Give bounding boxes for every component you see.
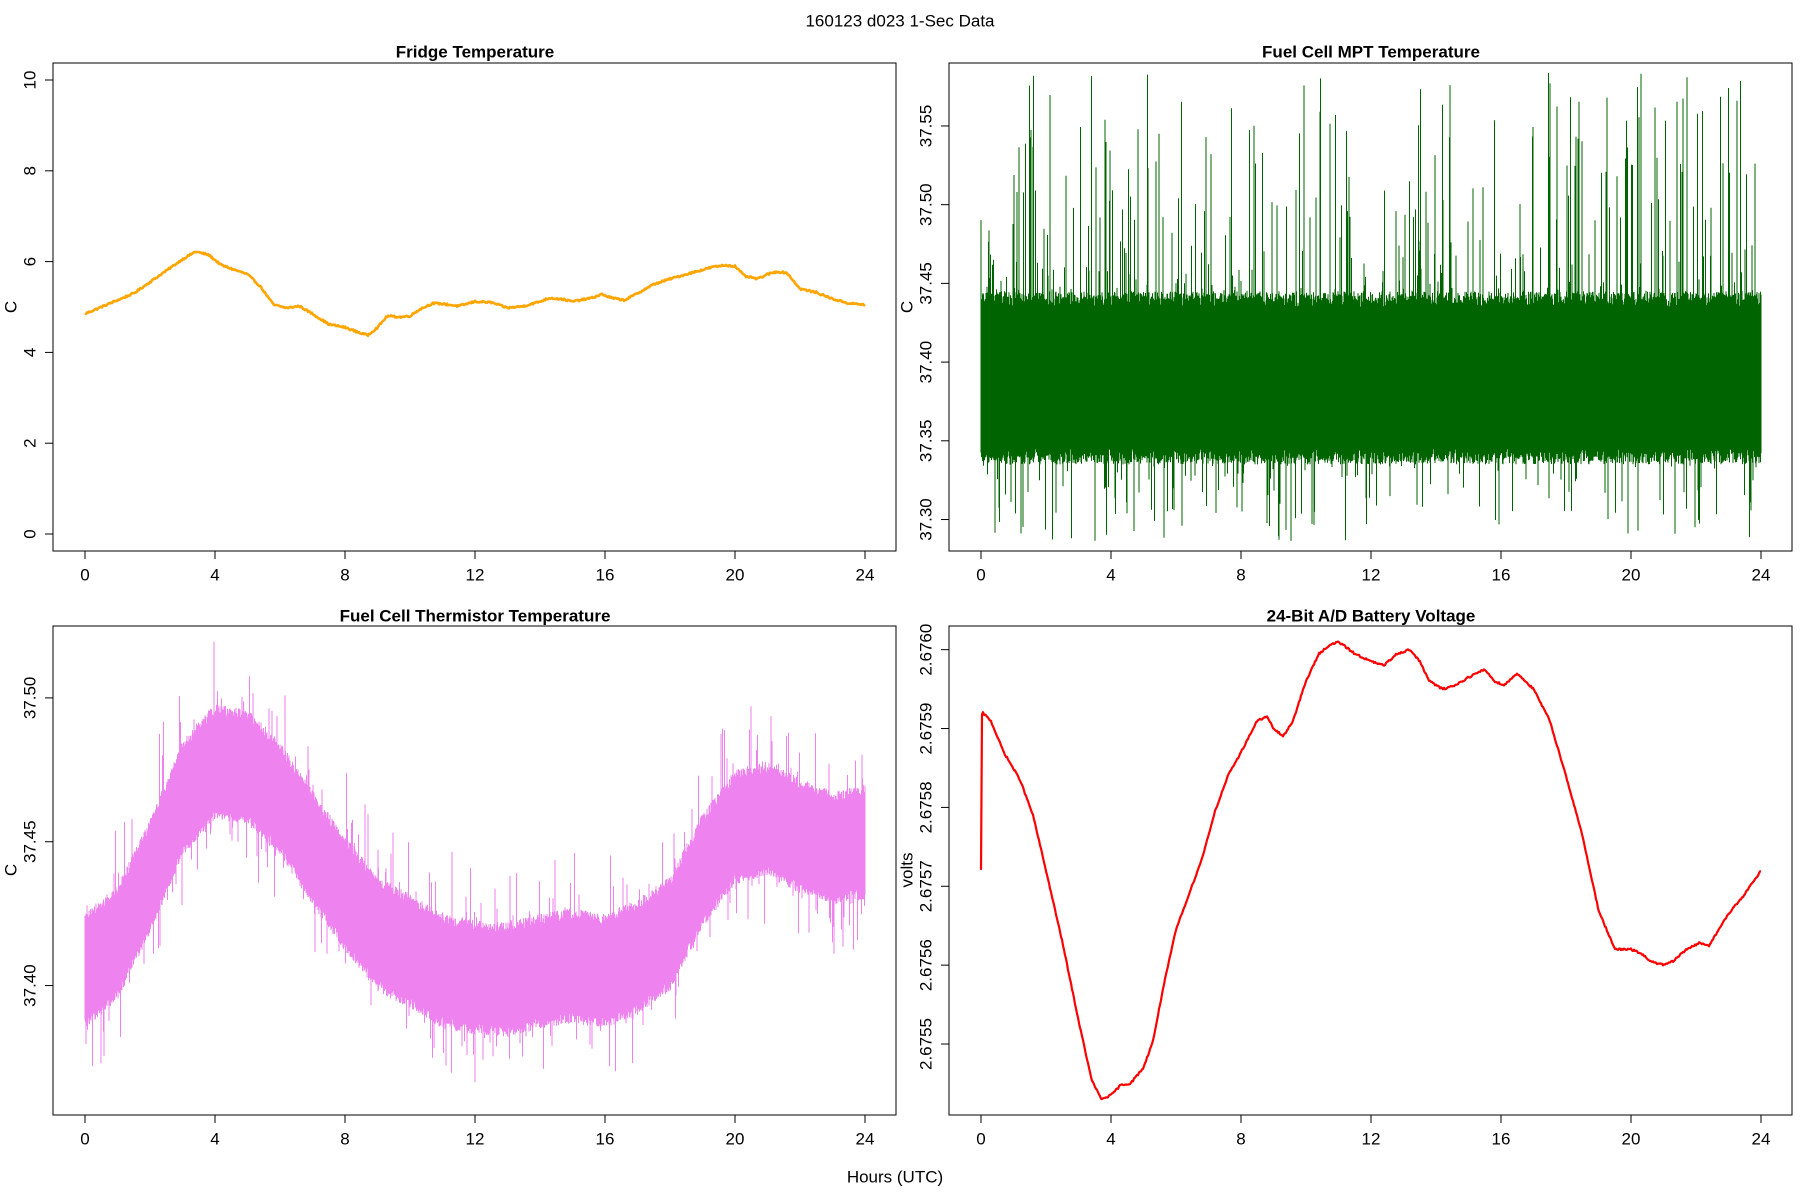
x-tick-label: 20 xyxy=(726,1129,745,1148)
x-tick-label: 0 xyxy=(976,1129,985,1148)
plot-frame xyxy=(948,62,1793,552)
plot-frame xyxy=(52,62,897,552)
y-tick-label: 2 xyxy=(20,438,39,447)
panel-title: 24-Bit A/D Battery Voltage xyxy=(1267,606,1476,625)
x-tick-label: 8 xyxy=(340,1129,349,1148)
panel-title: Fridge Temperature xyxy=(396,42,554,61)
x-tick-label: 12 xyxy=(466,565,485,584)
x-tick-label: 20 xyxy=(726,565,745,584)
y-tick-label: 2.6756 xyxy=(916,939,935,991)
y-tick-label: 37.45 xyxy=(916,262,935,305)
y-tick-label: 37.50 xyxy=(20,677,39,720)
series-line xyxy=(84,250,866,337)
x-tick-label: 4 xyxy=(1106,1129,1115,1148)
x-tick-label: 16 xyxy=(596,565,615,584)
y-tick-label: 2.6758 xyxy=(916,781,935,833)
series-band xyxy=(980,73,1762,541)
y-tick-label: 37.40 xyxy=(916,341,935,384)
x-tick-label: 8 xyxy=(340,565,349,584)
x-tick-label: 0 xyxy=(80,1129,89,1148)
y-tick-label: 37.50 xyxy=(916,183,935,226)
x-tick-label: 4 xyxy=(210,565,219,584)
y-tick-label: 2.6757 xyxy=(916,860,935,912)
x-tick-label: 16 xyxy=(1492,565,1511,584)
x-tick-label: 24 xyxy=(856,1129,875,1148)
x-tick-label: 24 xyxy=(1752,1129,1771,1148)
y-axis-label: C xyxy=(1,864,20,876)
series-band xyxy=(84,641,866,1083)
x-tick-label: 16 xyxy=(1492,1129,1511,1148)
figure-suptitle: 160123 d023 1-Sec Data xyxy=(805,11,995,30)
panel-fuel-cell-thermistor-temperature: Fuel Cell Thermistor Temperature C 0 4 8 12… xyxy=(1,606,897,1148)
x-tick-label: 8 xyxy=(1236,565,1245,584)
panel-battery-voltage: 24-Bit A/D Battery Voltage volts 0 4 8 12 16… xyxy=(897,606,1793,1148)
panel-fuel-cell-mpt-temperature: Fuel Cell MPT Temperature C 0 4 8 12 16 20 24 3… xyxy=(897,42,1793,584)
y-tick-label: 37.35 xyxy=(916,420,935,463)
x-tick-label: 24 xyxy=(1752,565,1771,584)
y-tick-label: 4 xyxy=(20,348,39,357)
y-axis-label: C xyxy=(897,301,916,313)
figure-xlabel: Hours (UTC) xyxy=(847,1167,943,1186)
y-tick-label: 37.40 xyxy=(20,964,39,1007)
series-line xyxy=(979,640,1762,1101)
y-axis-label: volts xyxy=(897,853,916,888)
x-tick-label: 8 xyxy=(1236,1129,1245,1148)
x-tick-label: 20 xyxy=(1622,1129,1641,1148)
y-tick-label: 37.30 xyxy=(916,498,935,541)
y-tick-label: 37.55 xyxy=(916,105,935,148)
x-tick-label: 20 xyxy=(1622,565,1641,584)
x-tick-label: 0 xyxy=(976,565,985,584)
plot-frame xyxy=(948,625,1793,1116)
x-tick-label: 4 xyxy=(210,1129,219,1148)
y-tick-label: 2.6760 xyxy=(916,624,935,676)
panel-title: Fuel Cell MPT Temperature xyxy=(1262,42,1480,61)
y-tick-label: 37.45 xyxy=(20,820,39,863)
y-tick-label: 0 xyxy=(20,529,39,538)
y-tick-label: 8 xyxy=(20,166,39,175)
y-axis-label: C xyxy=(1,301,20,313)
x-tick-label: 24 xyxy=(856,565,875,584)
plot-frame xyxy=(52,625,897,1116)
x-tick-label: 16 xyxy=(596,1129,615,1148)
panel-title: Fuel Cell Thermistor Temperature xyxy=(340,606,611,625)
y-tick-label: 10 xyxy=(20,71,39,90)
x-tick-label: 12 xyxy=(1362,565,1381,584)
y-tick-label: 2.6755 xyxy=(916,1018,935,1070)
y-tick-label: 2.6759 xyxy=(916,703,935,755)
y-tick-label: 6 xyxy=(20,257,39,266)
x-tick-label: 12 xyxy=(1362,1129,1381,1148)
x-tick-label: 0 xyxy=(80,565,89,584)
x-tick-label: 4 xyxy=(1106,565,1115,584)
x-tick-label: 12 xyxy=(466,1129,485,1148)
